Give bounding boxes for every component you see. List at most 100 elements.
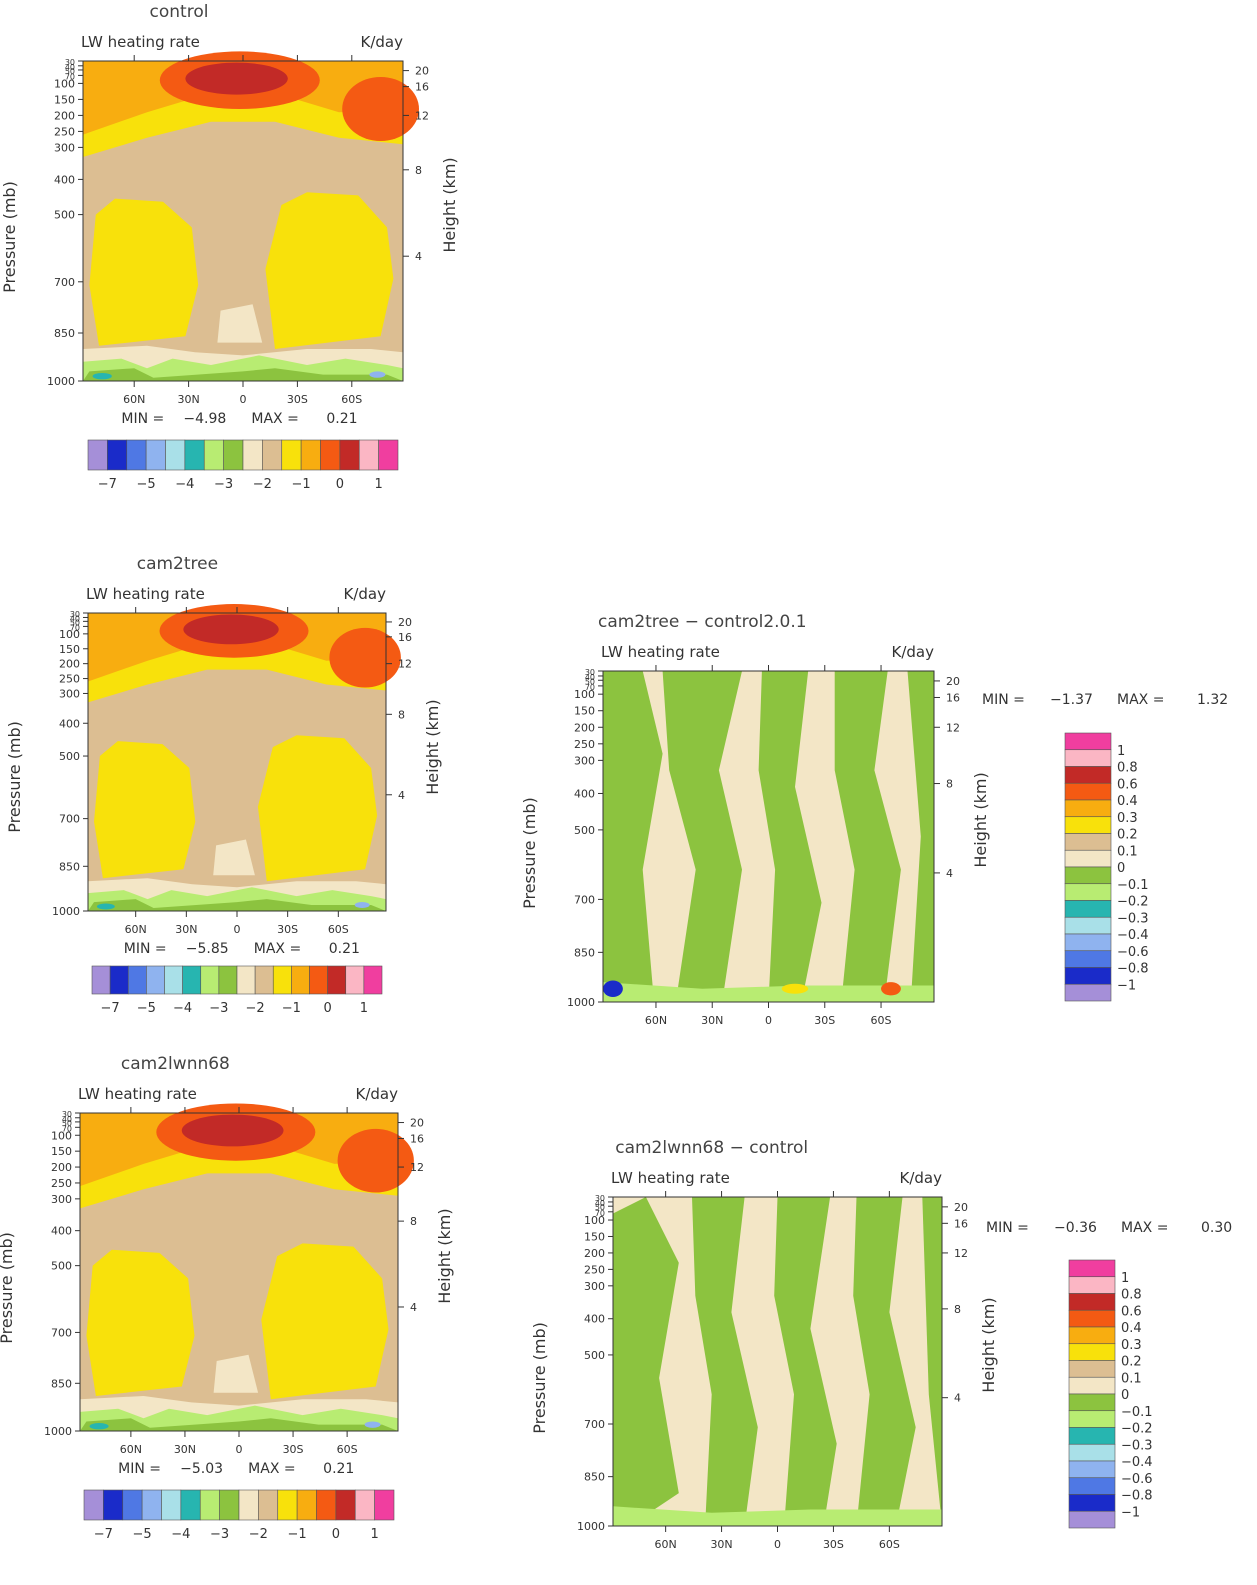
colorbar-swatch: [300, 439, 321, 471]
field-yellow-lobe-south: [257, 735, 378, 882]
colorbar-swatch: [254, 965, 274, 995]
y-tick-label: 50: [595, 1203, 605, 1212]
min-max-readout: MIN = −5.03 MAX = 0.21: [118, 1461, 354, 1477]
y-tick-label: 200: [51, 1161, 72, 1174]
colorbar-label: −5: [137, 477, 156, 492]
colorbar: −7 −5 −4 −3 −2 −1 0 1: [83, 1489, 395, 1542]
colorbar-swatch: [1064, 849, 1112, 868]
colorbar-swatch: [165, 439, 186, 471]
min-value: −1.37: [1050, 692, 1093, 708]
field-surface-blue: [354, 902, 370, 909]
field-surface-blue: [369, 371, 386, 378]
colorbar-swatch: [339, 439, 360, 471]
colorbar-label: −0.6: [1117, 945, 1149, 960]
y-tick-label: 1000: [52, 905, 80, 918]
colorbar-label: 0.1: [1117, 844, 1138, 859]
y-tick-label: 150: [54, 93, 75, 106]
colorbar-label: −2: [249, 1527, 268, 1542]
field-surface-band: [603, 982, 934, 1002]
colorbar-label: 0: [323, 1001, 331, 1016]
y-axis-label: Pressure (mb): [5, 721, 24, 833]
y-right-tick-label: 20: [954, 1201, 968, 1214]
min-value: −5.85: [186, 941, 229, 957]
x-tick-label: 60N: [655, 1538, 677, 1551]
field-min-spot: [603, 980, 623, 998]
y-right-tick-label: 4: [946, 867, 953, 880]
y-axis-label: Pressure (mb): [0, 1232, 16, 1344]
y-tick-label: 700: [584, 1418, 605, 1431]
max-value: 0.21: [323, 1461, 354, 1477]
y-tick-label: 100: [51, 1129, 72, 1142]
colorbar-label: 0: [332, 1527, 340, 1542]
colorbar-swatch: [1064, 933, 1112, 952]
x-tick-label: 0: [774, 1538, 781, 1551]
y-tick-label: 700: [574, 893, 595, 906]
y-axis-label: Pressure (mb): [530, 1322, 549, 1434]
colorbar-label: 0.4: [1121, 1321, 1142, 1336]
min-max-readout: MIN = −4.98 MAX = 0.21: [121, 411, 357, 427]
colorbar-label: −1: [1121, 1505, 1140, 1520]
colorbar-swatch: [199, 1489, 220, 1521]
y-tick-label: 30: [70, 610, 80, 619]
colorbar-label: −5: [133, 1527, 152, 1542]
colorbar-swatch: [345, 965, 365, 995]
x-tick-label: 60S: [341, 393, 362, 406]
x-tick-label: 0: [234, 923, 241, 936]
colorbar-label: 1: [370, 1527, 378, 1542]
min-label: MIN =: [118, 1461, 161, 1477]
y-right-tick-label: 12: [946, 721, 960, 734]
colorbar-swatch: [180, 1489, 201, 1521]
colorbar-swatch: [87, 439, 108, 471]
max-label: MAX =: [254, 941, 301, 957]
field-surface-teal: [96, 903, 115, 910]
colorbar-label: −0.8: [1117, 962, 1149, 977]
y-tick-label: 850: [59, 860, 80, 873]
subtitle-right: K/day: [892, 643, 935, 661]
min-max-readout: MIN = −5.85 MAX = 0.21: [124, 941, 360, 957]
subtitle-left: LW heating rate: [81, 33, 200, 51]
y-tick-label: 250: [59, 673, 80, 686]
y-tick-label: 30: [585, 668, 595, 677]
colorbar-label: 1: [360, 1001, 368, 1016]
colorbar-swatch: [1064, 766, 1112, 784]
y-tick-label: 70: [585, 683, 595, 692]
x-tick-label: 60N: [645, 1014, 667, 1027]
colorbar-swatch: [354, 1489, 375, 1521]
subtitle-left: LW heating rate: [611, 1169, 730, 1187]
y-right-tick-label: 16: [415, 81, 429, 94]
y-tick-label: 500: [574, 824, 595, 837]
colorbar-swatch: [236, 965, 256, 995]
y-tick-label: 70: [70, 623, 80, 632]
y-right-tick-label: 20: [946, 675, 960, 688]
chart-title: cam2tree: [137, 554, 218, 574]
y-right-tick-label: 12: [415, 109, 429, 122]
colorbar-swatch: [242, 439, 263, 471]
y-right-tick-label: 12: [410, 1161, 424, 1174]
y-right-axis-label: Height (km): [440, 157, 459, 252]
field-warm-spot: [781, 983, 809, 994]
colorbar-label: −3: [214, 477, 233, 492]
chart-title: cam2lwnn68: [121, 1054, 230, 1074]
colorbar-label: −0.1: [1117, 878, 1149, 893]
colorbar-swatch: [309, 965, 328, 995]
y-tick-label: 200: [584, 1247, 605, 1260]
y-tick-label: 1000: [577, 1520, 605, 1533]
colorbar-swatch: [1064, 950, 1112, 968]
y-tick-label: 500: [59, 750, 80, 763]
colorbar-swatch: [1068, 1410, 1116, 1428]
y-right-tick-label: 16: [398, 631, 412, 644]
colorbar-label: 0.6: [1117, 777, 1138, 792]
subtitle-right: K/day: [361, 33, 404, 51]
y-tick-label: 850: [51, 1377, 72, 1390]
y-right-axis-label: Height (km): [435, 1208, 454, 1303]
y-tick-label: 200: [59, 658, 80, 671]
subtitle-left: LW heating rate: [601, 643, 720, 661]
y-right-tick-label: 8: [954, 1303, 961, 1316]
colorbar-swatch: [146, 965, 165, 995]
colorbar-label: 1: [1117, 744, 1125, 759]
chart-title: cam2lwnn68 − control: [615, 1138, 808, 1158]
min-label: MIN =: [986, 1220, 1029, 1236]
colorbar-label: −2: [253, 477, 272, 492]
